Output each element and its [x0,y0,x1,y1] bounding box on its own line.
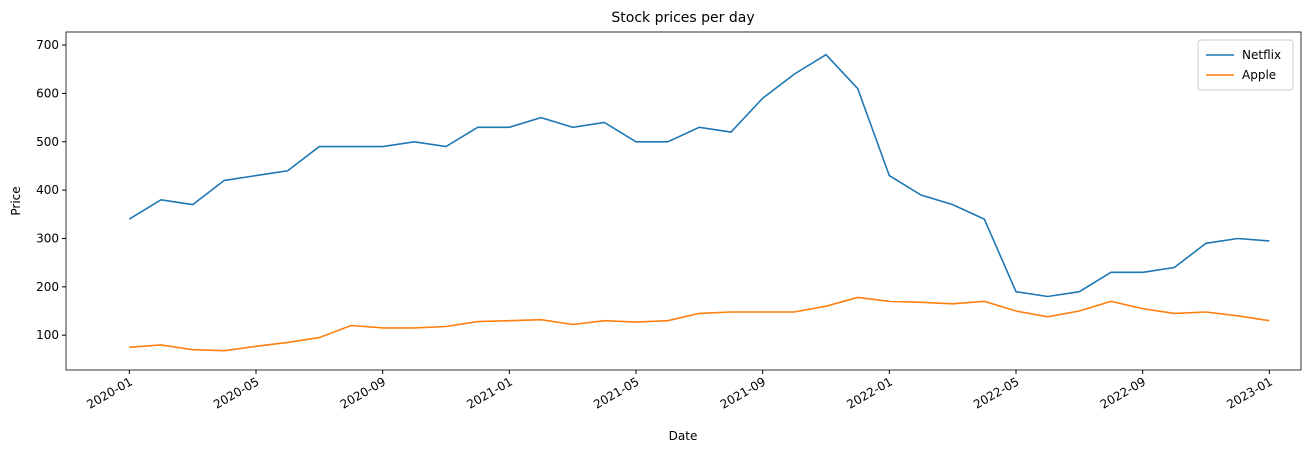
y-tick-label: 400 [36,183,59,197]
y-tick-label: 500 [36,135,59,149]
legend-label: Netflix [1242,48,1281,62]
x-tick-label: 2020-09 [338,374,388,411]
x-tick-label: 2021-01 [464,374,514,411]
x-axis-label: Date [669,429,698,443]
y-tick-label: 600 [36,86,59,100]
x-tick-label: 2022-05 [971,374,1021,411]
legend-label: Apple [1242,68,1276,82]
y-tick-label: 200 [36,280,59,294]
y-axis-label: Price [9,186,23,215]
x-tick-label: 2023-01 [1224,374,1274,411]
x-tick-label: 2021-05 [591,374,641,411]
series-line [128,53,1270,298]
x-tick-label: 2020-05 [211,374,261,411]
series-line [129,296,1270,352]
y-tick-label: 100 [36,328,59,342]
plot-frame [65,31,1302,371]
y-tick-label: 700 [36,38,59,52]
chart-title: Stock prices per day [611,10,754,26]
x-tick-label: 2021-09 [718,374,768,411]
x-tick-label: 2020-01 [84,374,134,411]
y-tick-label: 300 [36,231,59,245]
legend-box [1197,39,1294,91]
x-tick-label: 2022-01 [844,374,894,411]
x-tick-label: 2022-09 [1098,374,1148,411]
